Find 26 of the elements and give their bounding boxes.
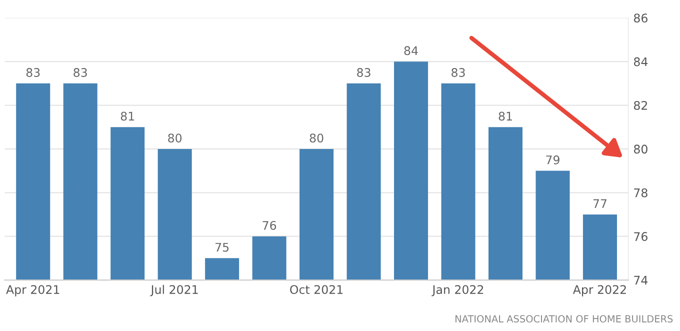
data-label: 77 [593,199,606,208]
data-label: 83 [452,68,465,77]
y-tick-label: 76 [634,232,648,241]
x-tick-label: Oct 2021 [290,285,343,294]
text: NATIONAL ASSOCIATION OF HOME BUILDERS [456,315,673,322]
data-label: 81 [120,112,134,121]
data-label: 80 [310,134,324,142]
data-label: 83 [74,68,87,77]
data-label: 79 [546,155,560,164]
data-label: 75 [216,242,229,252]
data-label: 76 [262,220,276,230]
y-tick-label: 78 [634,188,648,198]
data-label: 83 [357,68,370,77]
y-tick-label: 84 [634,57,648,66]
data-label: 80 [168,134,182,142]
x-tick-label: Jan 2022 [432,285,484,296]
y-tick-label: 86 [634,14,648,23]
x-tick-label: Apr 2021 [6,285,60,296]
x-tick-label: Jul 2021 [150,284,198,296]
y-tick-label: 80 [634,144,648,154]
y-tick-label: 74 [634,276,648,285]
y-tick-label: 82 [634,100,648,110]
data-label: 84 [404,46,418,56]
data-label: 81 [498,112,512,121]
x-tick-label: Apr 2022 [572,285,626,296]
data-label: 83 [26,68,40,77]
